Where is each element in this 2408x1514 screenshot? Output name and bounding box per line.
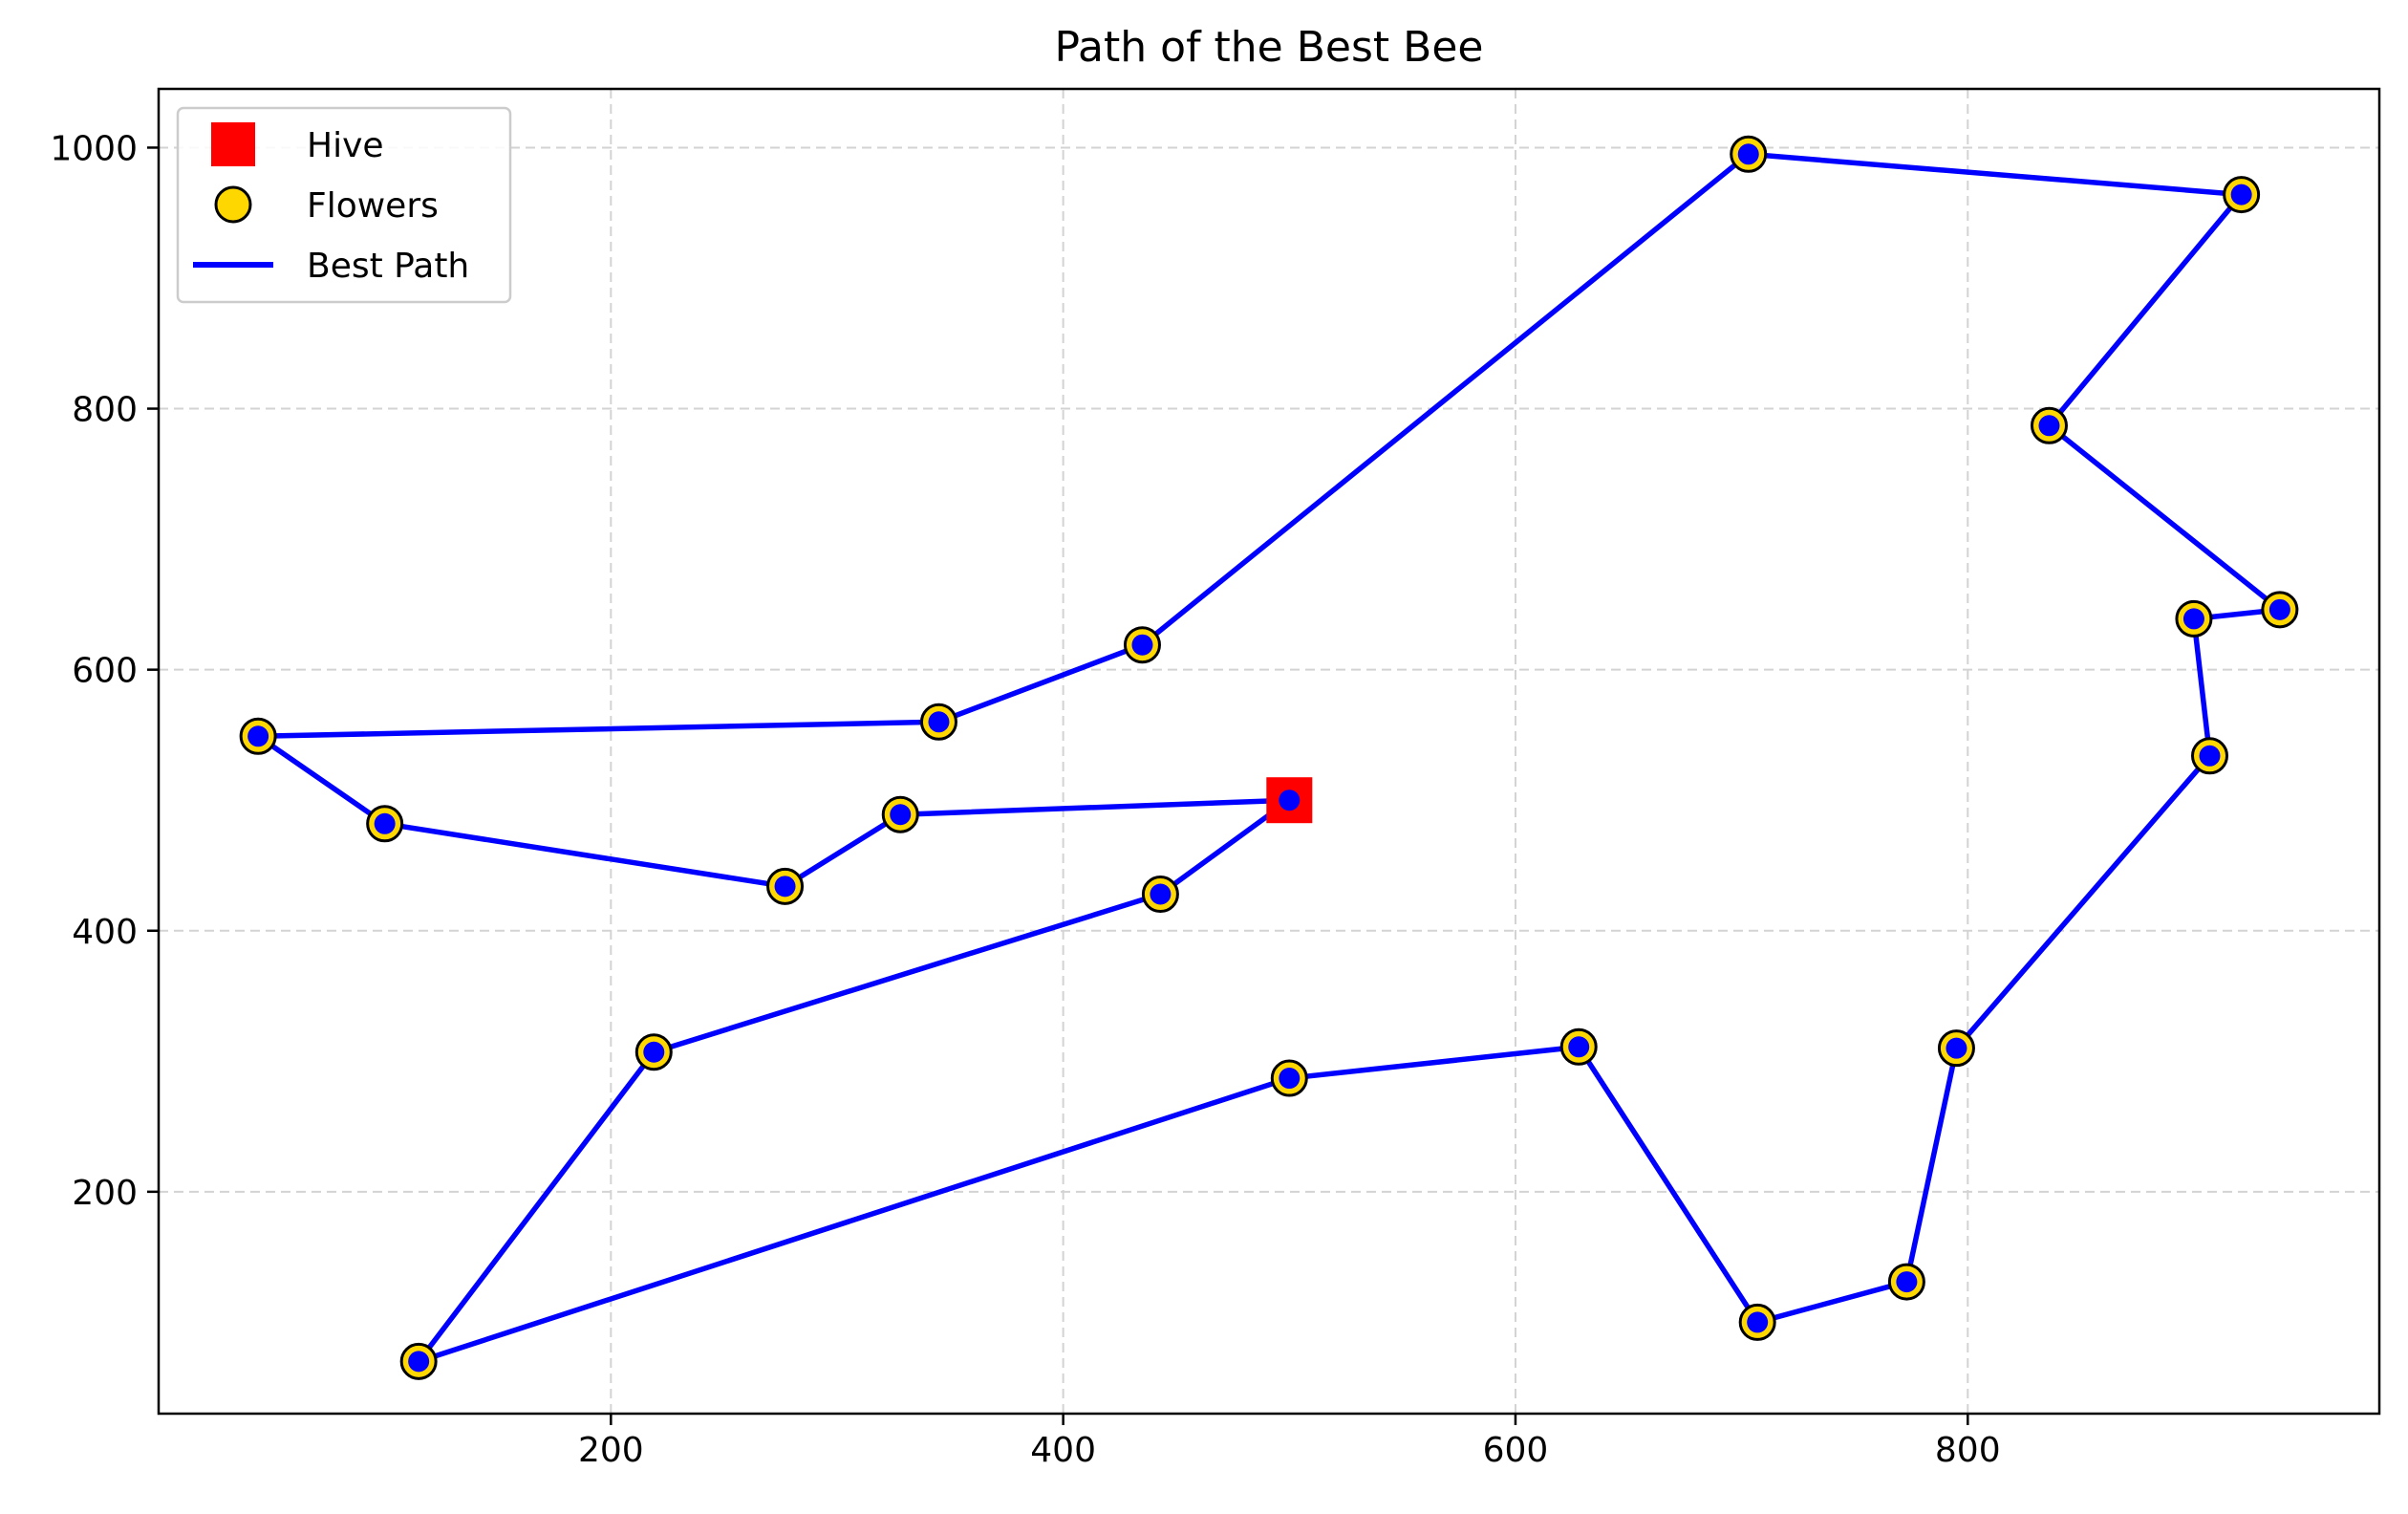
x-tick-label: 800	[1935, 1431, 2001, 1470]
path-marker	[1737, 143, 1759, 165]
path-marker	[643, 1041, 665, 1063]
best-path-series	[255, 151, 2283, 1365]
path-marker	[408, 1351, 430, 1373]
path-marker	[2182, 608, 2204, 630]
path-marker	[1279, 789, 1301, 811]
legend-label: Hive	[307, 126, 384, 165]
x-tick-label: 200	[578, 1431, 644, 1470]
legend: Hive Flowers Best Path	[176, 106, 512, 304]
path-marker	[1747, 1311, 1769, 1333]
y-tick-label: 1000	[50, 129, 138, 168]
y-tick-label: 200	[72, 1174, 138, 1213]
path-marker	[1568, 1036, 1590, 1058]
legend-label: Best Path	[307, 247, 469, 286]
legend-hive-swatch	[211, 122, 255, 166]
path-marker	[1131, 634, 1153, 656]
plot-frame	[157, 87, 2381, 1416]
path-marker	[374, 812, 396, 834]
best-path-line	[255, 151, 2283, 1365]
hive-series	[1266, 777, 1313, 824]
x-tick-label: 400	[1030, 1431, 1096, 1470]
y-tick-label: 800	[72, 391, 138, 430]
y-tick-label: 600	[72, 652, 138, 691]
path-marker	[2199, 745, 2221, 767]
x-tick-label: 600	[1483, 1431, 1549, 1470]
path-marker	[928, 711, 950, 733]
path-marker	[1896, 1271, 1918, 1293]
path-marker	[2230, 184, 2252, 205]
legend-flowers-swatch	[214, 185, 252, 224]
path-marker	[2038, 415, 2060, 437]
path-marker	[1279, 1068, 1301, 1090]
path-marker	[2268, 598, 2290, 620]
axis-ticks: 200 400 600 800 200 400 600 800 1000	[50, 129, 2000, 1470]
path-marker	[247, 725, 269, 747]
chart-title: Path of the Best Bee	[1055, 23, 1484, 72]
legend-label: Flowers	[307, 186, 439, 226]
path-marker	[890, 804, 912, 826]
y-tick-label: 400	[72, 913, 138, 952]
path-marker	[1946, 1037, 1967, 1059]
legend-box	[176, 106, 512, 304]
grid-lines	[159, 89, 2379, 1414]
path-marker	[1150, 883, 1172, 905]
path-marker	[774, 876, 796, 898]
